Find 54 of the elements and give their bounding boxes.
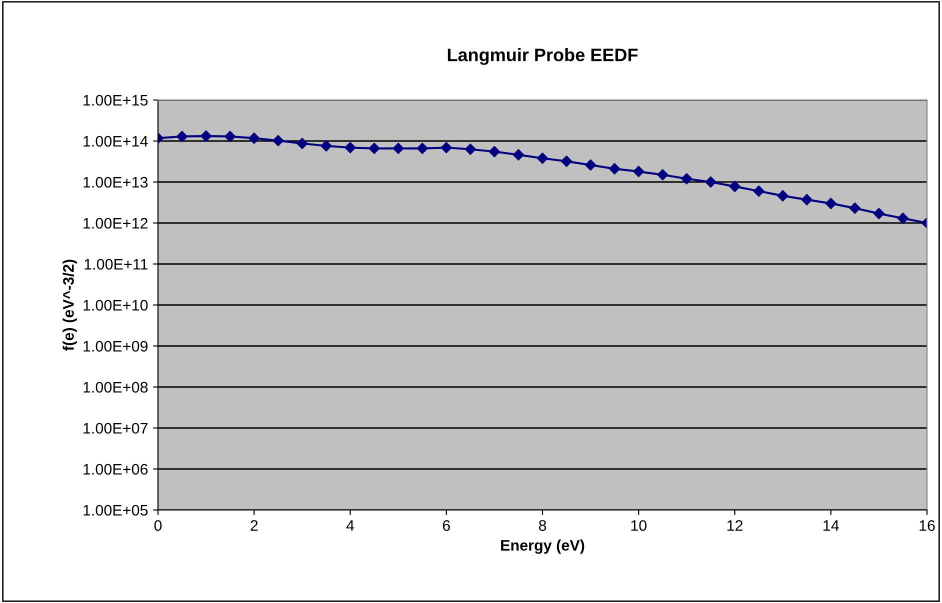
y-tick-label: 1.00E+07: [84, 422, 148, 434]
point: [657, 169, 668, 180]
x-tick-label: 4: [346, 520, 354, 531]
point: [633, 166, 644, 178]
point: [272, 135, 284, 146]
point: [368, 142, 380, 154]
point: [705, 176, 716, 188]
point: [296, 138, 308, 150]
point: [224, 130, 236, 142]
y-tick-label: 1.00E+10: [84, 300, 148, 311]
y-tick-label: 1.00E+11: [84, 258, 148, 270]
x-tick-label: 2: [250, 520, 258, 531]
point: [681, 173, 692, 184]
point: [176, 130, 188, 142]
point: [873, 208, 885, 220]
point: [729, 180, 740, 192]
point: [320, 140, 332, 152]
point: [512, 149, 524, 160]
point: [344, 142, 356, 154]
y-tick-label: 1.00E+08: [84, 382, 148, 393]
point: [777, 190, 788, 202]
y-tick-label: 1.00E+12: [84, 218, 148, 229]
point: [536, 152, 548, 164]
y-tick-label: 1.00E+09: [84, 340, 148, 352]
point: [416, 142, 428, 154]
point: [488, 146, 500, 158]
point: [608, 163, 620, 174]
x-tick-label: 6: [442, 520, 450, 531]
point: [200, 130, 212, 142]
y-tick-label: 1.00E+15: [84, 94, 148, 106]
x-tick-label: 12: [727, 520, 742, 531]
point: [897, 212, 909, 224]
x-tick-label: 14: [824, 520, 839, 531]
y-axis-title: f(e) (eV^-3/2): [62, 260, 77, 351]
y-tick-label: 1.00E+14: [84, 136, 148, 147]
chart-title: Langmuir Probe EEDF: [448, 48, 638, 65]
y-tick-label: 1.00E+06: [84, 464, 148, 475]
point: [440, 142, 452, 154]
point: [560, 156, 572, 167]
x-tick-label: 0: [154, 520, 162, 531]
y-tick-label: 1.00E+13: [84, 176, 148, 188]
point: [825, 198, 836, 210]
point: [849, 202, 861, 214]
point: [464, 144, 476, 155]
point: [392, 142, 404, 154]
y-tick-label: 1.00E+05: [84, 504, 148, 516]
point: [584, 159, 596, 171]
point: [801, 194, 812, 206]
x-tick-label: 10: [631, 520, 647, 531]
point: [753, 185, 764, 197]
point: [248, 132, 260, 144]
x-axis-title: Energy (eV): [501, 540, 584, 554]
x-tick-label: 16: [920, 520, 935, 531]
x-tick-label: 8: [538, 520, 546, 531]
